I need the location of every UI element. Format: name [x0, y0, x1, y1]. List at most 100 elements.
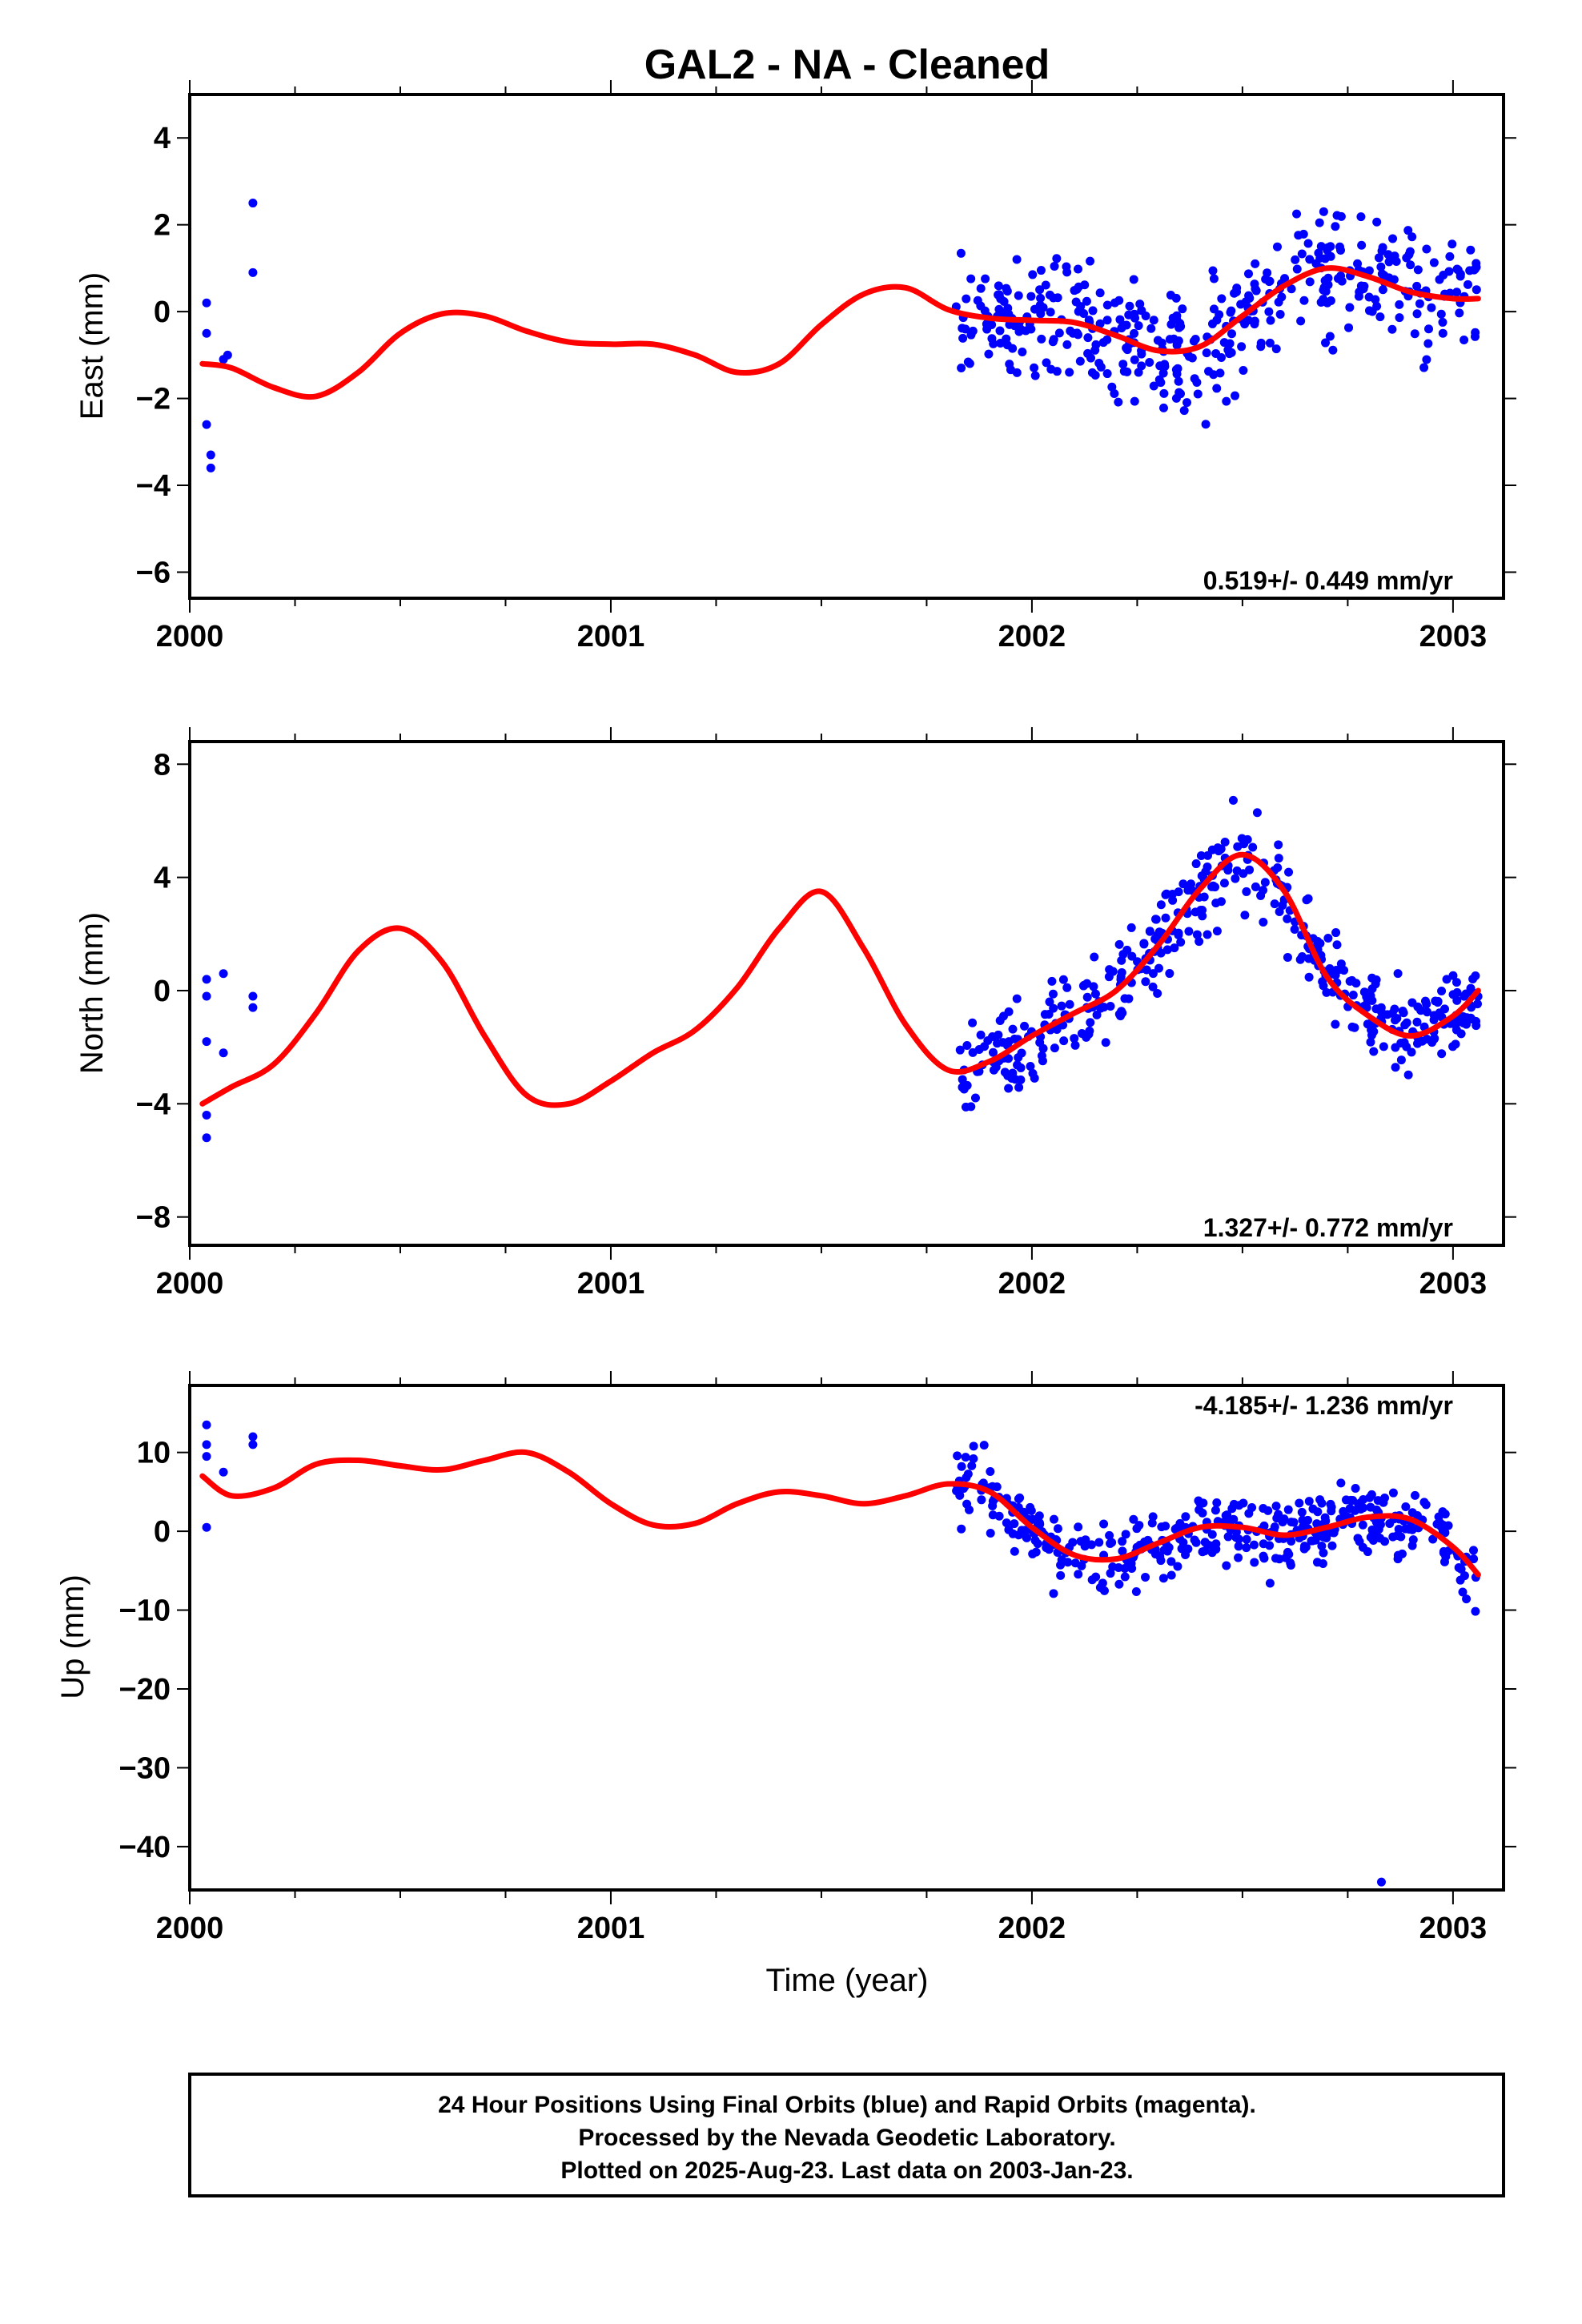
data-point [1119, 367, 1129, 376]
data-point [1345, 303, 1355, 312]
data-point [1171, 365, 1181, 375]
data-point [1148, 969, 1158, 979]
data-point [1049, 1589, 1058, 1598]
data-point [1472, 259, 1481, 268]
data-point [1056, 1560, 1066, 1570]
data-point [1134, 368, 1143, 377]
data-point [1270, 899, 1279, 909]
data-point [202, 1452, 211, 1462]
y-tick-label: −40 [119, 1831, 171, 1864]
data-point [1345, 976, 1355, 986]
data-point [1459, 1011, 1468, 1021]
data-point [1372, 1531, 1382, 1541]
data-point [1259, 1539, 1268, 1549]
data-point [1250, 1558, 1259, 1567]
data-point [1092, 1010, 1102, 1019]
data-point [958, 333, 968, 343]
data-point [953, 1451, 962, 1461]
data-point [1351, 1484, 1360, 1494]
data-point [1066, 326, 1075, 336]
data-point [1050, 261, 1059, 271]
data-point [1241, 297, 1251, 307]
data-point [1304, 1497, 1314, 1506]
data-point [1096, 362, 1106, 372]
data-point [986, 1467, 995, 1477]
data-point [1166, 320, 1176, 329]
data-point [1198, 911, 1207, 921]
data-point [1099, 1519, 1109, 1529]
data-point [1082, 992, 1092, 1002]
data-point [1318, 1559, 1327, 1569]
data-point [1396, 1055, 1406, 1065]
plot-frame [188, 93, 1505, 600]
data-point [1026, 1062, 1035, 1072]
data-point [1048, 989, 1058, 999]
data-point [1156, 378, 1166, 388]
x-tick-label: 2001 [577, 1912, 645, 1945]
chart-title: GAL2 - NA - Cleaned [644, 42, 1050, 88]
up-axis-label: Up (mm) [55, 1574, 90, 1699]
data-point [1229, 1499, 1239, 1509]
x-tick-label: 2001 [577, 1267, 645, 1301]
data-point [1145, 927, 1154, 936]
data-point [1380, 1493, 1390, 1502]
data-point [1239, 869, 1248, 879]
data-point [1160, 360, 1170, 369]
data-point [1223, 345, 1233, 355]
data-point [1325, 332, 1335, 341]
data-point [1102, 335, 1112, 344]
data-point [1259, 1504, 1268, 1514]
footer-line-3: Plotted on 2025-Aug-23. Last data on 200… [560, 2157, 1133, 2184]
data-point [977, 1495, 986, 1505]
y-tick-label: −6 [136, 556, 171, 589]
data-point [1401, 1502, 1411, 1511]
data-point [1438, 317, 1447, 327]
data-point [1148, 1512, 1158, 1522]
data-point [1411, 1490, 1420, 1500]
data-point [987, 334, 997, 344]
data-point [1044, 1010, 1054, 1019]
model-curve [199, 1449, 1481, 1578]
data-point [955, 1045, 965, 1055]
data-point [1010, 1519, 1019, 1529]
data-point [1234, 1542, 1243, 1551]
data-point [1177, 1544, 1186, 1554]
y-tick-label: 0 [154, 1515, 171, 1549]
data-point [1275, 309, 1285, 319]
data-point [979, 1441, 989, 1450]
data-point [1228, 795, 1238, 805]
data-point [1283, 914, 1292, 923]
data-point [219, 969, 228, 979]
data-point [1183, 1544, 1193, 1554]
data-point [1037, 1051, 1046, 1060]
data-point [1366, 1037, 1375, 1047]
data-point [1095, 319, 1105, 328]
data-point [1443, 1521, 1453, 1530]
data-point [202, 975, 211, 984]
data-point [1354, 1500, 1363, 1510]
data-point [1336, 271, 1346, 280]
data-point [1335, 242, 1344, 251]
data-point [1105, 1530, 1114, 1540]
data-point [1243, 316, 1253, 325]
data-point [1304, 954, 1314, 963]
data-point [1437, 1049, 1447, 1059]
data-point [1447, 239, 1457, 249]
data-point [202, 420, 211, 429]
data-point [1436, 309, 1446, 319]
data-point [1016, 1063, 1026, 1072]
data-point [206, 450, 215, 460]
data-point [1456, 1029, 1466, 1039]
data-point [1264, 307, 1274, 316]
data-point [1393, 1554, 1403, 1564]
data-point [1175, 1518, 1185, 1528]
data-point [1162, 889, 1171, 899]
data-point [1388, 1488, 1398, 1498]
data-point [1305, 277, 1315, 287]
data-point [1439, 1548, 1448, 1558]
data-point [1102, 369, 1112, 379]
data-point [1086, 256, 1095, 266]
data-point [1014, 291, 1023, 300]
data-point [1049, 335, 1058, 344]
data-point [1047, 976, 1057, 986]
